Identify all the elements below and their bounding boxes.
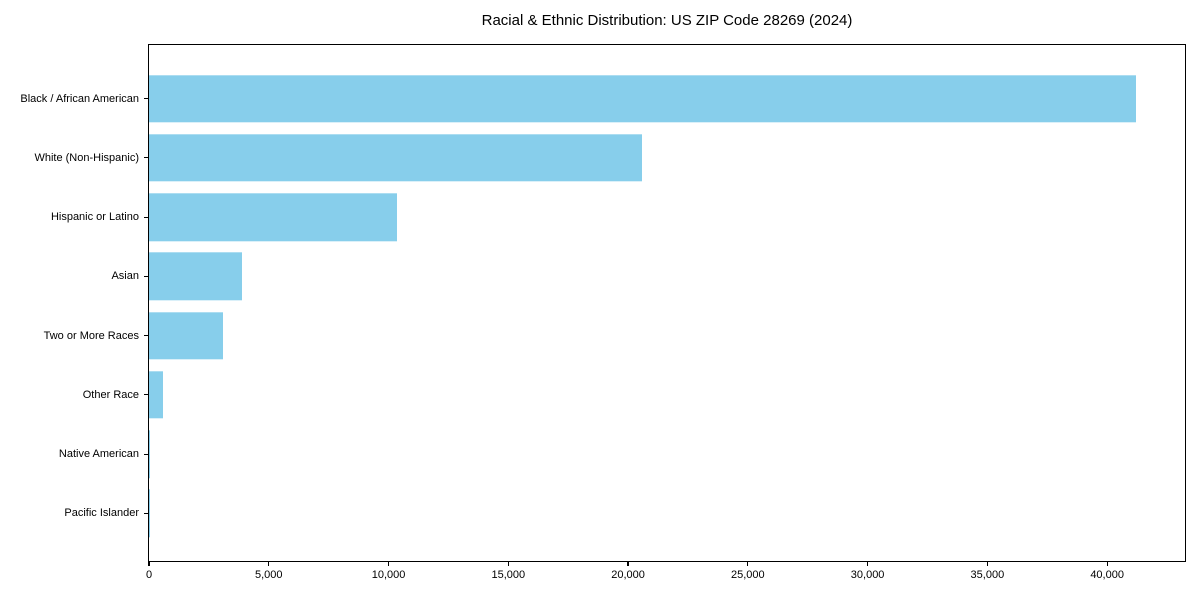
chart-row: Two or More Races	[44, 306, 1185, 365]
x-tick-label: 0	[145, 569, 153, 581]
x-tick-label: 30,000	[850, 569, 885, 581]
y-axis-label: White (Non-Hispanic)	[34, 151, 139, 164]
x-tick-mark	[507, 562, 509, 566]
y-tick-mark	[144, 394, 148, 396]
y-axis-label: Black / African American	[20, 92, 139, 105]
y-axis-label: Hispanic or Latino	[50, 211, 139, 224]
bar-rows: Black / African American White (Non-Hispa…	[20, 45, 1185, 561]
y-tick-mark	[144, 453, 148, 455]
chart-row: Black / African American	[20, 69, 1185, 128]
y-tick-mark	[144, 335, 148, 337]
x-tick-mark	[387, 562, 390, 566]
y-axis-label: Asian	[111, 270, 139, 283]
x-tick-label: 10,000	[371, 569, 406, 581]
y-axis-label: Other Race	[82, 388, 139, 401]
chart-row: White (Non-Hispanic)	[34, 128, 1185, 187]
x-tick-mark	[268, 562, 270, 566]
x-tick-label: 15,000	[491, 569, 526, 581]
x-tick-mark	[747, 562, 749, 566]
x-tick-mark	[627, 562, 629, 566]
x-tick-mark	[148, 562, 150, 566]
x-tick-label: 20,000	[611, 569, 645, 581]
x-tick-label: 35,000	[970, 569, 1005, 581]
y-tick-mark	[144, 157, 148, 159]
chart-title: Racial & Ethnic Distribution: US ZIP Cod…	[481, 12, 853, 29]
chart-row: Hispanic or Latino	[51, 188, 1185, 247]
bar	[149, 371, 163, 419]
bar	[149, 134, 643, 182]
chart-row: Other Race	[83, 365, 1185, 424]
x-tick-mark	[1106, 562, 1108, 566]
bar	[149, 193, 397, 241]
x-tick-mark	[867, 562, 869, 566]
y-tick-mark	[144, 512, 148, 514]
chart-row: Asian	[111, 247, 1185, 306]
bar	[149, 311, 224, 360]
x-tick-label: 5,000	[255, 569, 283, 581]
y-tick-mark	[144, 216, 148, 218]
y-tick-mark	[144, 98, 148, 100]
bar	[149, 430, 151, 478]
x-tick-mark	[986, 562, 988, 566]
chart-row: Pacific Islander	[64, 484, 1185, 543]
plot-area: Black / African American White (Non-Hispa…	[20, 44, 1186, 581]
y-axis-label: Native American	[58, 448, 139, 461]
x-tick-label: 40,000	[1090, 569, 1124, 581]
bar	[149, 74, 1136, 123]
bar	[149, 252, 242, 301]
y-tick-mark	[144, 275, 148, 277]
chart-row: Native American	[59, 425, 1185, 484]
x-axis-ticks: 0 5,000 10,000 15,000 20,000 25,000 30,000 35,0…	[145, 561, 1185, 585]
y-axis-label: Pacific Islander	[64, 507, 139, 520]
y-axis-label: Two or More Races	[43, 329, 139, 342]
x-tick-label: 25,000	[731, 569, 765, 581]
